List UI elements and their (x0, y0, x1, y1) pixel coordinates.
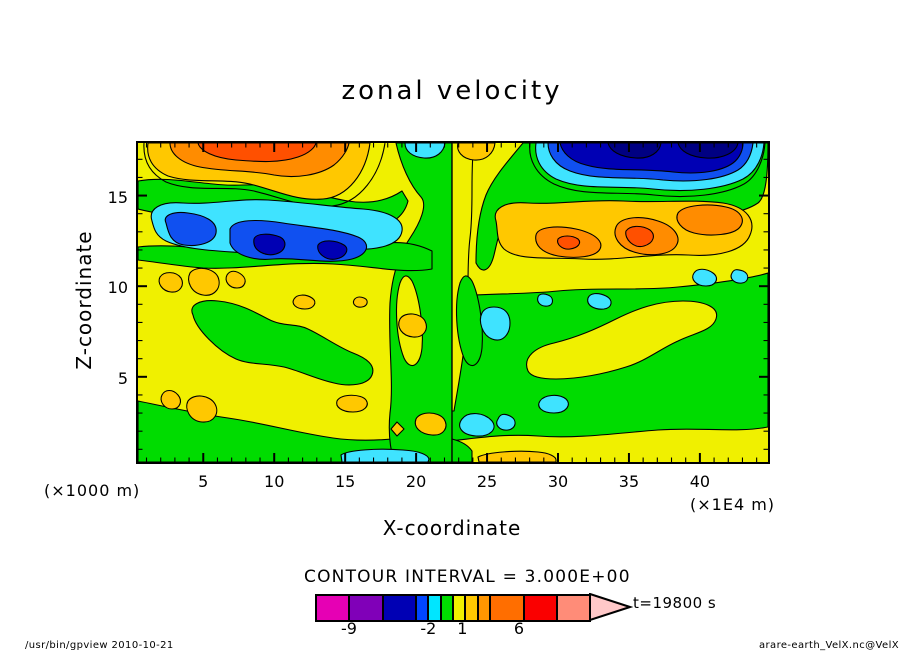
contour-cyan-dot-3 (587, 293, 612, 310)
x-axis-title: X-coordinate (382, 516, 522, 540)
contour-redorange-core-b (625, 225, 654, 248)
contour-line-ring-warm (143, 143, 386, 208)
x-tick-label: 10 (264, 472, 285, 491)
contour-gold-dot-top-seam (457, 143, 496, 161)
contour-line-ring-cold (529, 143, 766, 198)
contour-darknavy-core-right (677, 143, 739, 159)
contour-cyan-dot-6 (496, 413, 516, 431)
contour-gold-strip-bottom (477, 450, 557, 462)
y-axis-unit: (×1000 m) (44, 481, 141, 500)
contour-cyan-dot-8 (730, 269, 749, 284)
colorbar-segment (429, 596, 442, 620)
colorbar-segment (466, 596, 479, 620)
colorbar-segment (491, 596, 525, 620)
contour-orange-oval-right (676, 204, 743, 236)
colorbar-segment (383, 596, 417, 620)
colorbar-segment (317, 596, 351, 620)
contour-redorange-core-a (557, 235, 581, 250)
contour-gold-oval-8 (186, 395, 218, 423)
contour-darknavy-core-left (607, 143, 662, 159)
x-tick-label: 5 (198, 472, 209, 491)
contour-green-lens-right-of-seam (456, 275, 483, 367)
y-axis-title: Z-coordinate (72, 230, 96, 370)
colorbar (315, 594, 591, 622)
contour-navy-core-1 (253, 233, 286, 256)
contour-yellow-blob-lower-right (526, 300, 718, 380)
x-tick-label: 30 (547, 472, 569, 491)
x-axis-unit: (×1E4 m) (690, 495, 776, 514)
x-tick-label: 35 (618, 472, 640, 491)
contour-gold-oval-7 (160, 389, 181, 410)
colorbar-segment (478, 596, 492, 620)
contour-gold-dot-1 (158, 272, 183, 293)
colorbar-segment (524, 596, 558, 620)
plot-area (136, 141, 770, 464)
colorbar-segment (454, 596, 467, 620)
colorbar-tick-label: -2 (420, 619, 437, 638)
contour-gold-diamond (390, 421, 405, 437)
contour-navy-core-2 (317, 240, 348, 260)
colorbar-segment (557, 596, 590, 620)
footer-command: /usr/bin/gpview 2010-10-21 (25, 640, 174, 651)
page-title: zonal velocity (341, 76, 563, 106)
contour-green-seam-bottom-right (451, 438, 473, 462)
colorbar-tick-label: 1 (457, 619, 468, 638)
contour-gold-dot-5 (292, 294, 316, 310)
x-tick-label: 20 (405, 472, 427, 491)
colorbar-segment (441, 596, 455, 620)
contour-interval-label: CONTOUR INTERVAL = 3.000E+00 (304, 567, 631, 587)
time-annotation: t=19800 s (633, 594, 717, 612)
contour-green-blob-lower-left (191, 300, 374, 386)
footer-filename: arare-earth_VelX.nc@VelX (759, 640, 899, 651)
contour-cyan-dot-7 (692, 268, 718, 287)
x-tick-label: 40 (689, 472, 711, 491)
contour-map-regions (138, 143, 768, 462)
contour-cyan-dot-top-seam (404, 143, 446, 159)
contour-gold-fish (336, 394, 368, 413)
colorbar-tick-label: -9 (341, 619, 357, 638)
contour-redorange-core-top-left (197, 143, 317, 163)
contour-cyan-dot-5 (459, 413, 495, 437)
colorbar-segment (350, 596, 384, 620)
contour-cyan-strip-bottom (340, 448, 430, 462)
x-tick-label: 15 (334, 472, 356, 491)
colorbar-arrow (589, 593, 633, 621)
contour-gold-dot-6 (352, 296, 368, 308)
x-tick-label: 25 (476, 472, 498, 491)
y-tick-label: 15 (107, 187, 128, 207)
axis-ticks (138, 143, 768, 462)
y-tick-label: 5 (117, 368, 128, 388)
colorbar-tick-label: 6 (513, 619, 525, 638)
contour-blue-blob-1 (164, 211, 217, 247)
colorbar-segment (416, 596, 430, 620)
contour-green-seam-left (388, 143, 453, 462)
contour-gold-dot-4 (398, 313, 427, 338)
y-tick-label: 10 (107, 278, 128, 298)
contour-gold-dot-3 (225, 270, 246, 289)
contour-cyan-dot-1 (479, 306, 511, 341)
contour-gold-dot-2 (188, 267, 220, 296)
contour-gold-blob-seam-bottom (414, 412, 447, 436)
contour-cyan-dot-2 (537, 293, 554, 307)
contour-cyan-dot-4 (538, 394, 569, 414)
contour-map (138, 143, 768, 462)
